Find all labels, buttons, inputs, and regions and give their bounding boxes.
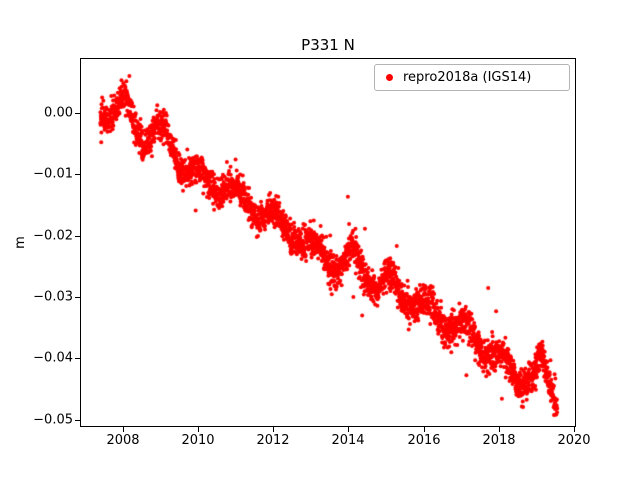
x-axis-tick — [499, 427, 500, 432]
x-tick-label: 2012 — [256, 433, 290, 448]
chart-title: P331 N — [301, 36, 355, 54]
x-axis-tick — [348, 427, 349, 432]
x-axis-tick — [424, 427, 425, 432]
x-tick-label: 2008 — [106, 433, 140, 448]
legend-marker-icon — [386, 74, 393, 81]
y-tick-label: −0.02 — [33, 228, 73, 244]
x-tick-label: 2010 — [181, 433, 215, 448]
x-axis-tick — [123, 427, 124, 432]
y-tick-label: −0.03 — [33, 289, 73, 305]
y-axis-tick — [75, 420, 80, 421]
y-axis-tick — [75, 236, 80, 237]
y-axis-tick — [75, 113, 80, 114]
y-tick-label: −0.04 — [33, 350, 73, 366]
x-tick-label: 2014 — [331, 433, 365, 448]
x-axis-tick — [574, 427, 575, 432]
legend: repro2018a (IGS14) — [374, 64, 570, 91]
x-axis-tick — [273, 427, 274, 432]
y-axis-tick — [75, 297, 80, 298]
y-axis-tick — [75, 174, 80, 175]
x-axis-tick — [198, 427, 199, 432]
y-tick-label: −0.05 — [33, 412, 73, 428]
x-tick-label: 2018 — [482, 433, 516, 448]
x-tick-label: 2016 — [407, 433, 441, 448]
y-tick-label: −0.01 — [33, 166, 73, 182]
x-tick-label: 2020 — [557, 433, 591, 448]
legend-label: repro2018a (IGS14) — [403, 70, 532, 85]
y-tick-label: 0.00 — [44, 105, 73, 121]
y-axis-tick — [75, 358, 80, 359]
scatter-canvas — [80, 58, 576, 427]
